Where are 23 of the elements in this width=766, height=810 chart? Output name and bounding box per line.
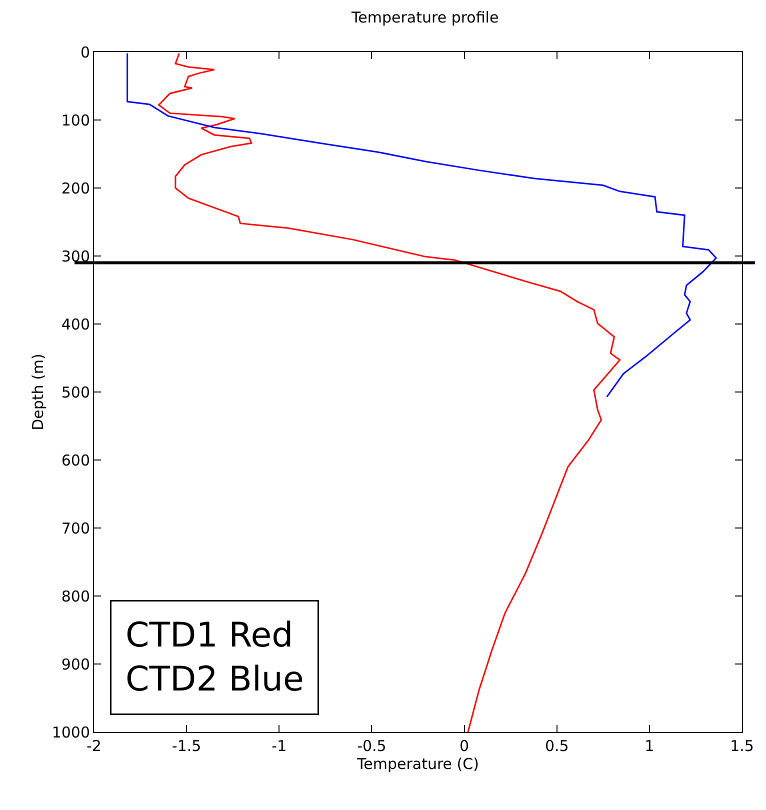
- y-tick-label: 500: [61, 383, 90, 402]
- x-tick-label: 1.5: [730, 737, 754, 755]
- y-tick-label: 400: [61, 315, 90, 334]
- annotation: CTD2 Blue: [126, 660, 304, 700]
- y-axis-title: Depth (m): [29, 354, 48, 430]
- x-tick-label: -1: [272, 737, 287, 755]
- x-tick-label: 0: [460, 737, 470, 755]
- chart-title: Temperature profile: [350, 8, 499, 27]
- y-tick-label: 200: [61, 179, 90, 198]
- x-tick-label: 0.5: [544, 737, 569, 755]
- x-tick-label: -0.5: [357, 737, 386, 755]
- line-series: [126, 52, 717, 398]
- y-tick-label: 300: [61, 247, 90, 266]
- y-tick-label: 100: [61, 111, 90, 130]
- annotation: CTD1 Red: [126, 616, 294, 656]
- x-tick-label: 1: [644, 737, 654, 755]
- y-tick-label: 600: [61, 451, 90, 470]
- y-tick-label: 900: [61, 655, 90, 674]
- x-axis-title: Temperature (C): [356, 755, 479, 773]
- x-tick-label: -1.5: [172, 737, 202, 755]
- y-tick-label: 0: [80, 43, 90, 62]
- y-tick-label: 800: [61, 587, 90, 606]
- y-tick-label: 700: [61, 519, 90, 538]
